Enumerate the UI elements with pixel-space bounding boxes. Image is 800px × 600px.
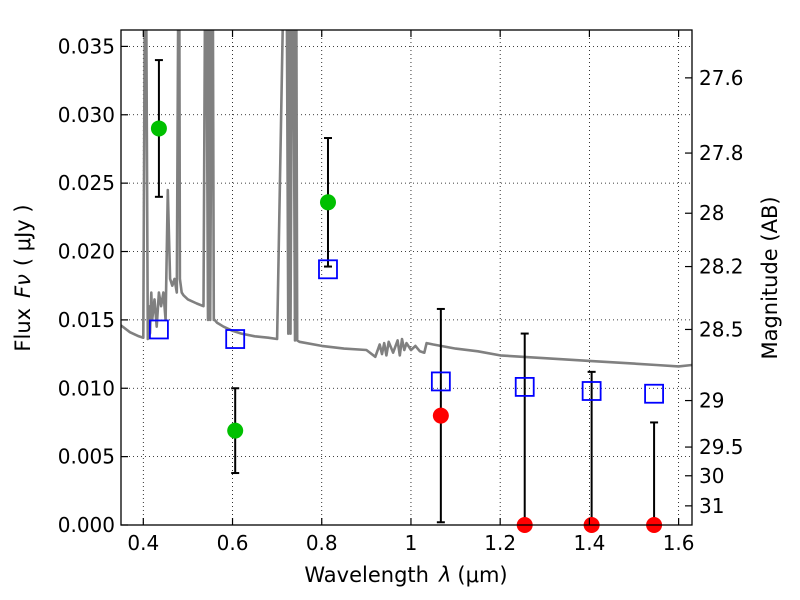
y2-tick-label: 28 [699,201,724,225]
y-axis-title: FluxFν( μJy ) [11,204,35,351]
data-point [227,422,244,439]
model-point [149,319,169,340]
x-tick-label: 1.4 [573,531,605,555]
data-point [432,407,449,424]
y2-axis-title: Magnitude (AB) [758,196,782,359]
y-tick-label: 0.030 [58,103,115,127]
x-tick-label: 1.6 [663,531,695,555]
model-point [430,371,451,392]
data-point [150,120,167,137]
y2-tick-label: 29 [699,389,724,413]
model-point [318,259,338,280]
y2-tick-label: 31 [699,494,724,518]
y2-tick-label: 27.6 [699,66,744,90]
model-sed-line [121,30,692,368]
grid [121,30,692,525]
x-tick-label: 1.2 [484,531,516,555]
x-tick-label: 0.6 [217,531,249,555]
y2-tick-label: 27.8 [699,141,744,165]
y-tick-label: 0.020 [58,240,115,264]
model-point [514,376,535,397]
data-marks [149,59,664,533]
model-point [225,329,246,349]
y-tick-label: 0.010 [58,376,115,400]
data-point [319,194,336,211]
model-point [581,381,602,401]
plot-area [121,30,692,368]
y2-tick-label: 28.2 [699,255,744,279]
y2-tick-label: 30 [699,464,724,488]
y-tick-label: 0.025 [58,171,115,195]
model-point [644,383,664,404]
y-tick-label: 0.015 [58,308,115,332]
x-axis-title: Wavelength λ (μm) [304,563,507,587]
y2-tick-label: 29.5 [699,435,744,459]
y-tick-label: 0.005 [58,445,115,469]
x-tick-label: 0.8 [306,531,338,555]
y2-tick-label: 28.5 [699,317,744,341]
y-tick-label: 0.000 [58,513,115,537]
plot-frame [120,29,693,526]
x-tick-label: 0.4 [127,531,159,555]
axes: 0.4 0.6 0.8 1 1.2 1.4 1.6 0.000 0.005 0.010 0.015 0… [58,30,744,555]
y-tick-label: 0.035 [58,34,115,58]
x-tick-label: 1 [405,531,418,555]
